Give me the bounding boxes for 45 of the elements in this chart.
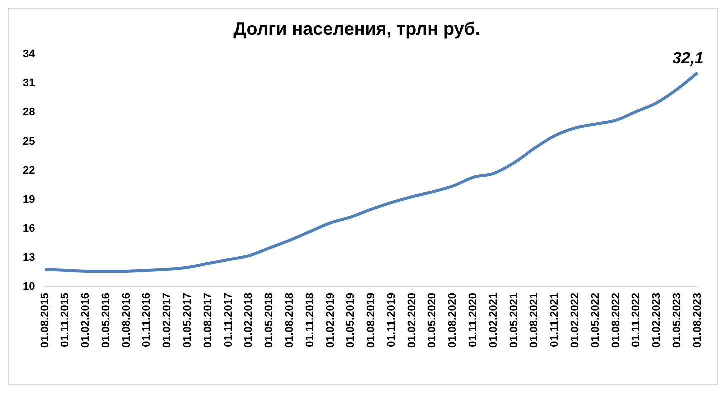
x-tick-label: 01.02.2023 [651, 292, 664, 348]
y-tick-label: 31 [22, 78, 36, 90]
x-tick-label: 01.11.2019 [386, 292, 398, 348]
x-tick-label: 01.05.2023 [671, 292, 684, 348]
x-tick-label: 01.08.2016 [120, 292, 133, 348]
x-tick-label: 01.02.2021 [488, 292, 500, 348]
x-tick-label: 01.05.2020 [426, 292, 439, 348]
x-tick-label: 01.02.2017 [162, 292, 174, 348]
chart-title: Долги населения, трлн руб. [234, 18, 480, 39]
x-tick-label: 01.08.2019 [366, 292, 378, 348]
x-tick-label: 01.08.2023 [692, 292, 704, 348]
data-label: 32,1 [672, 50, 704, 68]
x-tick-label: 01.11.2021 [549, 292, 562, 348]
x-tick-label: 01.05.2016 [100, 292, 112, 348]
x-tick-label: 01.02.2019 [324, 292, 337, 348]
y-tick-label: 10 [22, 280, 36, 293]
x-tick-label: 01.08.2022 [610, 292, 622, 348]
y-tick-label: 25 [22, 136, 36, 148]
x-tick-label: 01.08.2020 [447, 292, 460, 348]
x-tick-label: 01.05.2019 [345, 292, 358, 348]
y-tick-label: 22 [22, 164, 36, 177]
x-tick-label: 01.02.2022 [569, 292, 582, 348]
x-tick-label: 01.11.2018 [304, 292, 316, 348]
y-tick-label: 16 [22, 222, 36, 235]
x-tick-label: 01.02.2020 [406, 292, 418, 348]
x-tick-label: 01.11.2022 [630, 292, 643, 348]
line-series [44, 71, 700, 273]
x-tick-label: 01.11.2020 [468, 292, 480, 348]
x-tick-label: 01.11.2017 [222, 292, 235, 348]
x-tick-label: 01.08.2017 [202, 292, 214, 348]
x-tick-label: 01.05.2022 [590, 292, 602, 348]
x-tick-label: 01.05.2018 [264, 292, 276, 348]
y-tick-label: 28 [22, 106, 36, 119]
x-tick-label: 01.11.2015 [60, 292, 72, 348]
x-tick-label: 01.02.2016 [80, 292, 92, 348]
y-tick-label: 19 [22, 194, 36, 206]
x-tick-label: 01.11.2016 [141, 292, 154, 348]
x-tick-label: 01.08.2021 [528, 292, 541, 348]
x-tick-label: 01.02.2018 [243, 292, 256, 348]
x-tick-label: 01.08.2018 [284, 292, 296, 348]
y-tick-label: 34 [22, 48, 36, 61]
y-tick-label: 13 [22, 252, 36, 264]
x-tick-label: 01.05.2017 [182, 292, 194, 348]
x-tick-label: 01.05.2021 [508, 292, 520, 348]
x-tick-label: 01.08.2015 [39, 292, 52, 348]
